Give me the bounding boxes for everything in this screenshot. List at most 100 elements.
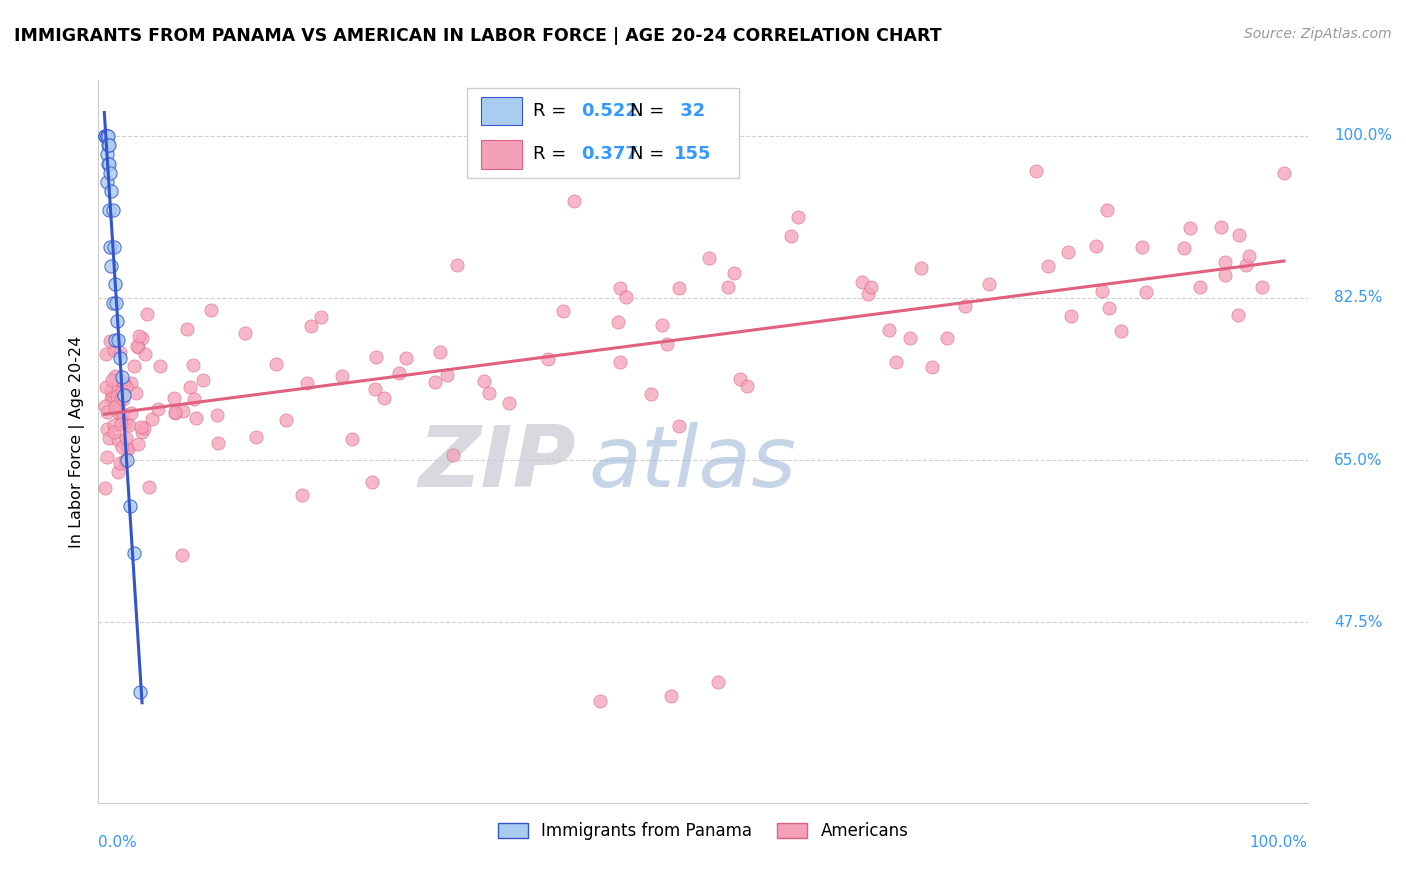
Point (105, 389, 128, 403)
Point (609, 280, 631, 294)
Point (723, 266, 745, 280)
Point (146, 401, 169, 416)
Point (172, 404, 194, 418)
Point (181, 358, 204, 372)
Point (1025, 163, 1047, 178)
Point (103, 425, 125, 439)
Point (94, 128, 117, 143)
Point (1237, 249, 1260, 263)
Point (205, 408, 228, 422)
Point (423, 375, 446, 389)
Text: 0.0%: 0.0% (98, 835, 138, 850)
Point (115, 380, 138, 394)
Point (120, 376, 142, 390)
Point (127, 437, 149, 451)
Point (115, 417, 138, 431)
Point (111, 376, 134, 391)
Point (96, 422, 118, 436)
Point (936, 331, 959, 345)
Point (655, 337, 678, 351)
Point (94, 399, 117, 413)
Point (110, 417, 132, 431)
Point (125, 338, 148, 352)
Point (1226, 308, 1249, 322)
Point (125, 386, 148, 401)
Point (115, 441, 138, 455)
Point (98, 202, 121, 217)
Point (1272, 166, 1295, 180)
Point (1109, 324, 1132, 338)
Legend: Immigrants from Panama, Americans: Immigrants from Panama, Americans (491, 815, 915, 847)
Point (96, 128, 118, 143)
Point (94, 128, 117, 143)
Point (103, 417, 125, 432)
Point (110, 409, 132, 423)
Point (170, 549, 193, 563)
Point (134, 420, 156, 434)
Point (1211, 219, 1233, 234)
Point (446, 258, 468, 272)
Point (429, 345, 451, 359)
Point (111, 369, 134, 384)
Point (111, 374, 134, 388)
Point (136, 307, 159, 321)
Point (1213, 268, 1236, 282)
Point (112, 392, 135, 407)
Point (859, 279, 882, 293)
Point (1215, 255, 1237, 269)
Point (1135, 285, 1157, 300)
Point (342, 432, 364, 446)
Point (1251, 280, 1274, 294)
Point (110, 392, 132, 406)
Point (1098, 301, 1121, 315)
Point (472, 374, 495, 388)
Point (115, 453, 138, 467)
Point (112, 376, 135, 390)
Point (128, 329, 150, 343)
Point (659, 690, 682, 704)
Point (120, 406, 142, 420)
Point (717, 280, 740, 294)
Point (184, 410, 207, 425)
Point (1189, 280, 1212, 294)
Point (98, 138, 121, 153)
Point (107, 433, 129, 447)
Point (910, 261, 932, 276)
Point (640, 386, 662, 401)
Point (388, 366, 411, 380)
Point (100, 259, 122, 273)
Point (134, 347, 156, 361)
Point (122, 359, 145, 373)
Point (107, 405, 129, 419)
Point (562, 194, 585, 209)
Point (129, 419, 152, 434)
Point (165, 405, 187, 419)
Text: Source: ZipAtlas.com: Source: ZipAtlas.com (1244, 27, 1392, 41)
Point (96, 405, 118, 419)
Point (179, 380, 201, 394)
Point (1060, 309, 1083, 323)
Point (735, 379, 758, 393)
Point (115, 431, 138, 445)
Point (94, 128, 117, 143)
Point (98, 156, 121, 170)
Point (1234, 258, 1257, 272)
Point (94, 380, 117, 394)
Point (120, 500, 142, 514)
Point (276, 413, 298, 427)
Point (97, 156, 120, 170)
Point (114, 453, 136, 467)
Text: atlas: atlas (588, 422, 796, 505)
Point (183, 392, 205, 407)
Point (200, 302, 222, 317)
Point (111, 384, 134, 398)
Point (609, 355, 631, 369)
Point (373, 391, 395, 405)
Point (98, 166, 121, 180)
Point (117, 442, 139, 456)
Point (103, 240, 125, 254)
Point (478, 385, 501, 400)
Point (551, 304, 574, 318)
Text: 100.0%: 100.0% (1250, 835, 1308, 850)
Point (614, 289, 637, 303)
